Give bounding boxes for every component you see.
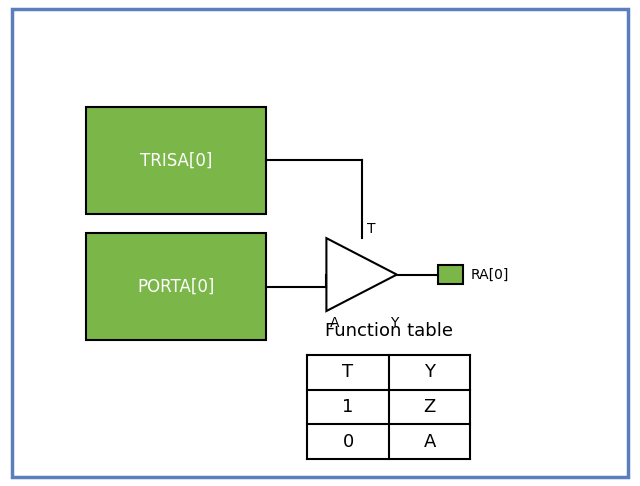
Text: TRISA[0]: TRISA[0] (140, 151, 212, 170)
Text: RA[0]: RA[0] (470, 268, 509, 281)
Text: Y: Y (390, 316, 399, 330)
Bar (86, 107, 266, 214)
Text: Y: Y (424, 363, 435, 381)
Polygon shape (326, 238, 397, 311)
Text: T: T (367, 222, 375, 236)
Text: A: A (330, 316, 339, 330)
Text: 1: 1 (342, 398, 354, 416)
Bar (438, 265, 463, 284)
Text: T: T (342, 363, 353, 381)
Bar (86, 233, 266, 340)
Text: A: A (424, 433, 436, 451)
Text: Z: Z (424, 398, 436, 416)
Text: PORTA[0]: PORTA[0] (138, 278, 214, 296)
Text: 0: 0 (342, 433, 354, 451)
Text: Function table: Function table (324, 322, 453, 340)
